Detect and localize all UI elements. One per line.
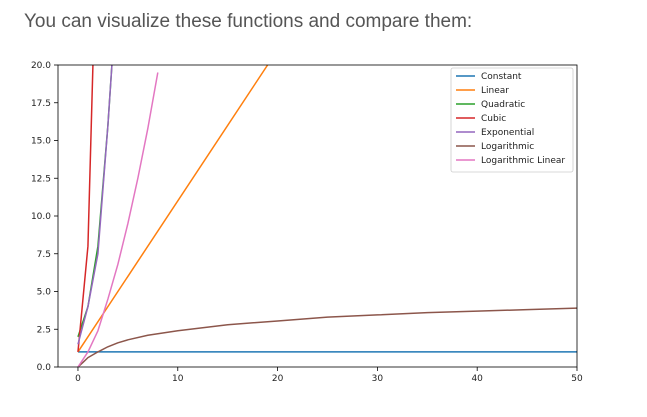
series-line-logarithmic <box>77 307 577 367</box>
y-tick-label: 0.0 <box>37 363 52 373</box>
x-tick-label: 0 <box>75 374 81 384</box>
series-line-exponential <box>77 65 113 345</box>
x-axis: 0 10 20 30 40 50 <box>75 367 583 384</box>
y-tick-label: 2.5 <box>37 325 51 335</box>
x-tick-label: 40 <box>471 374 483 384</box>
x-tick-label: 20 <box>272 374 284 384</box>
series-line-logarithmic-linear <box>77 72 159 367</box>
x-tick-label: 50 <box>571 374 583 384</box>
y-tick-label: 20.0 <box>31 61 51 71</box>
x-tick-label: 30 <box>372 374 384 384</box>
legend-label: Constant <box>481 72 522 82</box>
y-tick-label: 10.0 <box>31 212 51 222</box>
legend-label: Logarithmic <box>481 142 534 152</box>
series-layer <box>77 65 577 367</box>
y-tick-label: 12.5 <box>31 174 51 184</box>
y-tick-label: 7.5 <box>37 250 51 260</box>
series-line-linear <box>77 65 269 353</box>
y-tick-label: 15.0 <box>31 137 51 147</box>
x-tick-label: 10 <box>172 374 184 384</box>
legend-label: Cubic <box>481 114 506 124</box>
y-tick-label: 17.5 <box>31 99 51 109</box>
legend: Constant Linear Quadratic Cubic Exponential L… <box>450 67 574 173</box>
y-tick-label: 5.0 <box>37 288 52 298</box>
legend-label: Exponential <box>481 128 534 138</box>
series-line-cubic <box>77 65 94 352</box>
legend-box <box>450 67 574 173</box>
legend-label: Logarithmic Linear <box>481 156 565 166</box>
legend-label: Quadratic <box>481 100 525 110</box>
intro-text: You can visualize these functions and co… <box>24 11 473 32</box>
legend-label: Linear <box>481 86 509 96</box>
y-axis: 0.0 2.5 5.0 7.5 10.0 12.5 15.0 17.5 20.0 <box>31 61 58 373</box>
